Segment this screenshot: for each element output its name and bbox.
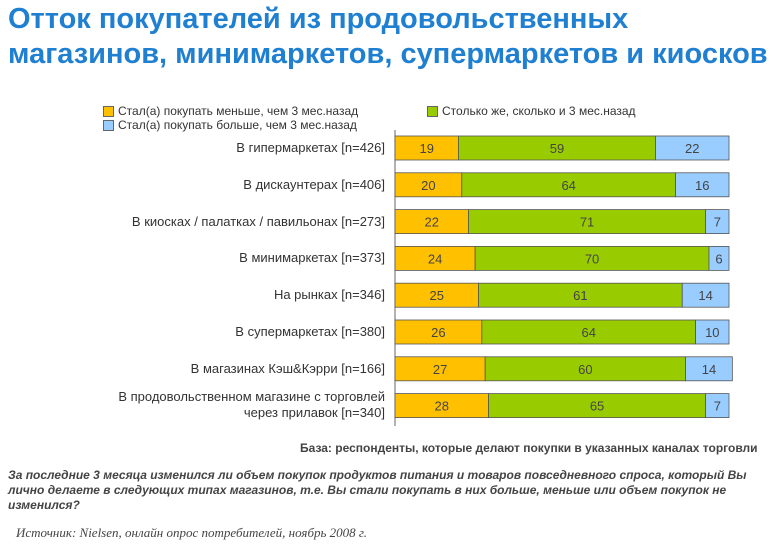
base-note: База: респонденты, которые делают покупк… [300, 441, 758, 455]
legend-item-same: Столько же, сколько и 3 мес.назад [427, 104, 636, 118]
data-label: 61 [573, 288, 587, 303]
bar-segment [478, 282, 683, 308]
category-label: На рынках [n=346] [273, 287, 385, 303]
data-label: 16 [695, 178, 709, 193]
category-label: В гипермаркетах [n=426] [236, 140, 385, 155]
data-label: 65 [590, 399, 604, 414]
category-label: В минимаркетах [n=373] [239, 250, 385, 266]
data-label: 6 [715, 251, 722, 266]
bar-segment [705, 209, 730, 235]
bar-segment [458, 135, 656, 161]
bar-segment [474, 245, 710, 271]
bar-segment [685, 356, 733, 382]
category-label: В дискаунтерах [n=406] [243, 176, 385, 192]
category-label: В супермаркетах [n=380] [235, 324, 385, 339]
data-label: 60 [578, 362, 592, 377]
data-label: 28 [435, 399, 449, 414]
source-note: Источник: Nielsen, онлайн опрос потребит… [16, 525, 368, 540]
data-label: 7 [714, 399, 721, 414]
data-label: 14 [702, 362, 716, 377]
bar-segment [488, 393, 707, 419]
bar-segment [394, 245, 476, 271]
bar-segment [461, 172, 676, 198]
legend-label: Стал(а) покупать меньше, чем 3 мес.назад [118, 104, 359, 118]
data-label: 14 [698, 288, 712, 303]
category-label: В магазинах Кэш&Кэрри [n=166] [190, 360, 385, 376]
bar-segment [705, 393, 730, 419]
survey-question: За последние 3 месяца изменился ли объем… [8, 468, 747, 512]
data-label: 26 [431, 325, 445, 340]
data-label: 19 [419, 141, 433, 156]
bar-segment [708, 245, 730, 271]
legend-label: Столько же, сколько и 3 мес.назад [442, 104, 636, 118]
data-label: 20 [421, 178, 435, 193]
bar-segment [655, 135, 730, 161]
bar-segment [394, 319, 483, 345]
bar-segment [675, 172, 730, 198]
bar-segment [394, 282, 479, 308]
legend-item-less: Стал(а) покупать меньше, чем 3 мес.назад [103, 104, 358, 118]
legend-swatch [103, 119, 114, 131]
bar-segment [481, 319, 696, 345]
bar-segment [695, 319, 730, 345]
bar-segment [394, 135, 459, 161]
bar-segment [484, 356, 686, 382]
data-label: 64 [561, 178, 575, 193]
data-label: 10 [705, 325, 719, 340]
legend-label: Стал(а) покупать больше, чем 3 мес.назад [118, 118, 357, 132]
category-label-line: В продовольственном магазине с торговлей [118, 388, 385, 404]
legend-swatch [103, 105, 114, 117]
data-label: 7 [714, 215, 721, 230]
data-label: 22 [685, 141, 699, 156]
data-label: 24 [428, 251, 442, 266]
data-label: 59 [550, 141, 564, 156]
data-label: 64 [581, 325, 595, 340]
category-label-line: через прилавок [n=340] [243, 404, 385, 420]
bar-segment [394, 209, 469, 235]
bar-segment [681, 282, 730, 308]
data-label: 27 [433, 362, 447, 377]
legend-item-more: Стал(а) покупать больше, чем 3 мес.назад [103, 118, 357, 132]
data-label: 70 [585, 251, 599, 266]
data-label: 25 [430, 288, 444, 303]
bar-segment [394, 393, 489, 419]
data-label: 71 [580, 215, 594, 230]
bar-segment [394, 172, 463, 198]
chart-title: Отток покупателей из продовольственных м… [8, 3, 768, 70]
category-label: В продовольственном магазине с торговлей… [118, 389, 385, 421]
legend-swatch [427, 105, 438, 117]
category-label: В киосках / палатках / павильонах [n=273… [131, 213, 385, 229]
bar-segment [468, 209, 707, 235]
data-label: 22 [425, 215, 439, 230]
